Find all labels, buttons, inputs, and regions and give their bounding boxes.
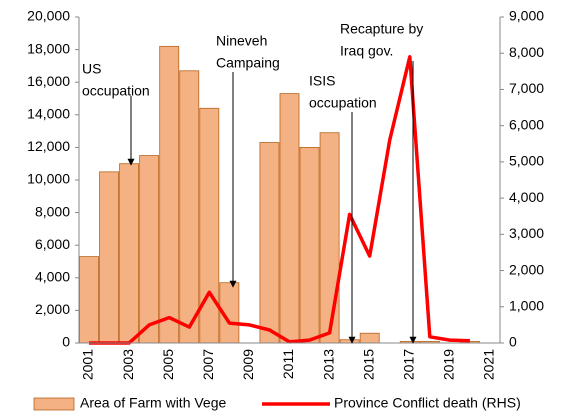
bar xyxy=(139,155,160,344)
bar xyxy=(359,332,380,344)
x-tick-label: 2009 xyxy=(240,349,256,380)
x-tick-label: 2021 xyxy=(481,349,497,380)
annotation: US xyxy=(82,61,101,77)
y-tick-label: 8,000 xyxy=(35,203,70,219)
x-tick-label: 2007 xyxy=(200,349,216,380)
y-tick-label: 12,000 xyxy=(27,138,70,154)
annotation: Nineveh xyxy=(216,33,267,49)
x-tick-label: 2015 xyxy=(360,349,376,380)
x-tick-label: 2019 xyxy=(441,349,457,380)
x-tick-label: 2011 xyxy=(280,349,296,379)
bar xyxy=(179,70,200,344)
x-tick-label: 2001 xyxy=(80,349,96,380)
y-tick-label: 6,000 xyxy=(35,236,70,252)
legend-label: Area of Farm with Vege xyxy=(80,395,227,411)
annotation: occupation xyxy=(82,83,150,99)
y2-tick-label: 9,000 xyxy=(509,8,544,24)
y-tick-label: 10,000 xyxy=(27,171,70,187)
y-tick-label: 20,000 xyxy=(27,8,70,24)
annotation: Iraq gov. xyxy=(340,43,393,59)
bar xyxy=(319,132,340,344)
y2-tick-label: 1,000 xyxy=(509,297,544,313)
x-tick-label: 2005 xyxy=(160,349,176,380)
y2-tick-label: 6,000 xyxy=(509,116,544,132)
annotation: Campaing xyxy=(216,55,280,71)
y2-tick-label: 8,000 xyxy=(509,44,544,60)
y-tick-label: 0 xyxy=(62,334,70,350)
y-tick-label: 4,000 xyxy=(35,269,70,285)
bar xyxy=(99,171,119,344)
bar xyxy=(259,142,280,344)
bar xyxy=(199,107,220,344)
x-tick-label: 2013 xyxy=(320,349,336,380)
y-tick-label: 14,000 xyxy=(27,106,70,122)
bar xyxy=(79,256,99,344)
bar xyxy=(279,93,300,344)
legend-label: Province Conflict death (RHS) xyxy=(334,395,521,411)
x-tick-label: 2003 xyxy=(120,349,136,380)
y2-tick-label: 7,000 xyxy=(509,80,544,96)
legend-swatch xyxy=(33,397,75,411)
y2-tick-label: 5,000 xyxy=(509,153,544,169)
y-tick-label: 16,000 xyxy=(27,73,70,89)
y-tick-label: 2,000 xyxy=(35,301,70,317)
y2-tick-label: 4,000 xyxy=(509,189,544,205)
annotation: occupation xyxy=(309,95,377,111)
bar xyxy=(299,146,320,344)
y-tick-label: 18,000 xyxy=(27,40,70,56)
y2-tick-label: 0 xyxy=(509,334,517,350)
y2-tick-label: 3,000 xyxy=(509,225,544,241)
bar xyxy=(159,45,180,344)
annotation: ISIS xyxy=(309,73,335,89)
annotation: Recapture by xyxy=(340,21,423,37)
y2-tick-label: 2,000 xyxy=(509,261,544,277)
bar xyxy=(119,163,140,344)
line xyxy=(89,55,470,345)
x-tick-label: 2017 xyxy=(400,349,416,380)
